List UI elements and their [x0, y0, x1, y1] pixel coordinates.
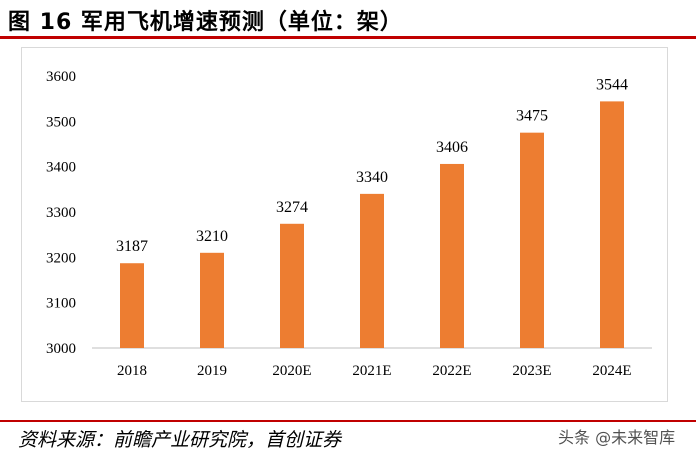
data-label: 3475: [516, 108, 548, 125]
bottom-rule: [0, 420, 696, 422]
y-tick-label: 3300: [46, 205, 76, 221]
x-tick-label: 2024E: [592, 363, 631, 379]
source-note: 资料来源：前瞻产业研究院，首创证券: [18, 429, 342, 451]
data-label: 3544: [596, 76, 628, 93]
bar-2023E: [520, 132, 544, 348]
y-tick-label: 3000: [46, 341, 76, 357]
y-tick-label: 3500: [46, 114, 76, 130]
bar-2018: [120, 263, 144, 348]
x-tick-label: 2019: [197, 363, 227, 379]
bar-2021E: [360, 193, 384, 348]
data-label: 3187: [116, 238, 148, 255]
chart-frame: 3000 3100 3200 3300 3400 3500 3600 3187 2018 3210…: [21, 47, 668, 402]
bar-2019: [200, 252, 224, 348]
watermark-text: 头条 @未来智库: [558, 428, 676, 447]
x-tick-label: 2018: [117, 363, 147, 379]
y-tick-label: 3100: [46, 296, 76, 312]
x-tick-label: 2022E: [432, 363, 471, 379]
y-tick-label: 3200: [46, 250, 76, 266]
y-tick-label: 3400: [46, 160, 76, 176]
data-label: 3274: [276, 199, 308, 216]
x-tick-label: 2021E: [352, 363, 391, 379]
data-label: 3210: [196, 228, 228, 245]
data-label: 3406: [436, 139, 468, 156]
bar-chart: 3000 3100 3200 3300 3400 3500 3600 3187 2018 3210…: [46, 69, 652, 379]
bar-2022E: [440, 163, 464, 348]
x-tick-label: 2020E: [272, 363, 311, 379]
y-tick-label: 3600: [46, 69, 76, 85]
watermark: 头条 @未来智库: [558, 424, 675, 448]
figure-title: 图 16 军用飞机增速预测（单位：架）: [8, 10, 403, 35]
bar-2020E: [280, 223, 304, 348]
x-tick-label: 2023E: [512, 363, 551, 379]
bar-2024E: [600, 101, 624, 349]
top-rule: [0, 36, 696, 39]
data-label: 3340: [356, 169, 388, 186]
